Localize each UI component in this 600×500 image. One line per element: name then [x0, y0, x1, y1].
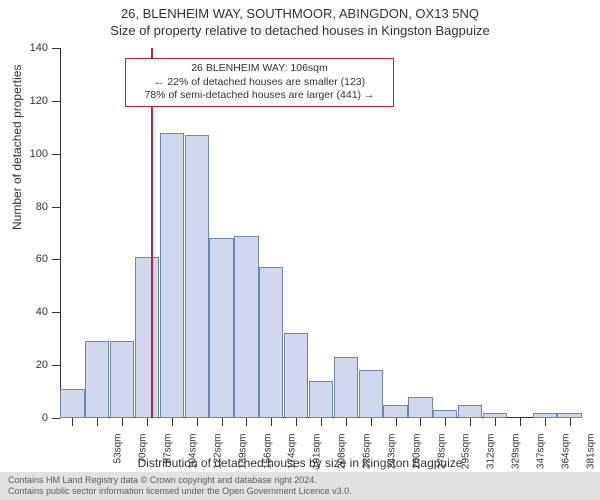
- y-tick-label: 80: [20, 201, 48, 213]
- x-tick: [346, 418, 347, 426]
- y-tick: [52, 418, 60, 419]
- y-tick-label: 40: [20, 306, 48, 318]
- y-tick-label: 0: [20, 412, 48, 424]
- x-tick: [147, 418, 148, 426]
- info-box: 26 BLENHEIM WAY: 106sqm ← 22% of detache…: [125, 58, 394, 107]
- x-tick: [271, 418, 272, 426]
- y-tick: [52, 207, 60, 208]
- histogram-bar: [185, 135, 209, 418]
- footer-line-1: Contains HM Land Registry data © Crown c…: [8, 475, 592, 486]
- x-tick: [520, 418, 521, 426]
- x-tick: [321, 418, 322, 426]
- histogram-bar: [359, 370, 383, 418]
- x-tick: [222, 418, 223, 426]
- histogram-bar: [433, 410, 457, 418]
- x-tick: [197, 418, 198, 426]
- y-tick: [52, 101, 60, 102]
- y-tick-label: 60: [20, 253, 48, 265]
- histogram-bar: [334, 357, 358, 418]
- y-axis-line: [60, 48, 61, 418]
- x-tick: [495, 418, 496, 426]
- title-sub: Size of property relative to detached ho…: [0, 21, 600, 38]
- info-line-3: 78% of semi-detached houses are larger (…: [132, 89, 387, 103]
- histogram-bar: [309, 381, 333, 418]
- chart-area: 02040608010012014053sqm70sqm87sqm104sqm1…: [60, 48, 582, 418]
- x-axis-label: Distribution of detached houses by size …: [0, 456, 600, 470]
- chart-container: 26, BLENHEIM WAY, SOUTHMOOR, ABINGDON, O…: [0, 0, 600, 500]
- histogram-bar: [85, 341, 109, 418]
- x-tick: [420, 418, 421, 426]
- histogram-bar: [458, 405, 482, 418]
- histogram-bar: [110, 341, 134, 418]
- x-tick: [72, 418, 73, 426]
- histogram-bar: [209, 238, 233, 418]
- y-tick: [52, 154, 60, 155]
- footer-line-2: Contains public sector information licen…: [8, 486, 592, 497]
- histogram-bar: [408, 397, 432, 418]
- x-tick: [371, 418, 372, 426]
- title-main: 26, BLENHEIM WAY, SOUTHMOOR, ABINGDON, O…: [0, 0, 600, 21]
- y-tick-label: 100: [20, 148, 48, 160]
- x-tick: [296, 418, 297, 426]
- y-tick: [52, 312, 60, 313]
- x-tick: [246, 418, 247, 426]
- histogram-bar: [383, 405, 407, 418]
- histogram-bar: [135, 257, 159, 418]
- histogram-bar: [284, 333, 308, 418]
- x-tick: [396, 418, 397, 426]
- y-tick-label: 140: [20, 42, 48, 54]
- histogram-bar: [160, 133, 184, 418]
- histogram-bar: [259, 267, 283, 418]
- y-tick: [52, 365, 60, 366]
- y-tick-label: 120: [20, 95, 48, 107]
- histogram-bar: [60, 389, 84, 418]
- x-tick: [470, 418, 471, 426]
- y-tick-label: 20: [20, 359, 48, 371]
- x-tick: [172, 418, 173, 426]
- x-tick: [445, 418, 446, 426]
- x-tick: [570, 418, 571, 426]
- x-tick: [545, 418, 546, 426]
- info-line-1: 26 BLENHEIM WAY: 106sqm: [132, 62, 387, 76]
- x-tick: [122, 418, 123, 426]
- histogram-bar: [234, 236, 258, 418]
- y-tick: [52, 48, 60, 49]
- x-tick: [97, 418, 98, 426]
- info-line-2: ← 22% of detached houses are smaller (12…: [132, 76, 387, 90]
- y-tick: [52, 259, 60, 260]
- footer: Contains HM Land Registry data © Crown c…: [0, 472, 600, 500]
